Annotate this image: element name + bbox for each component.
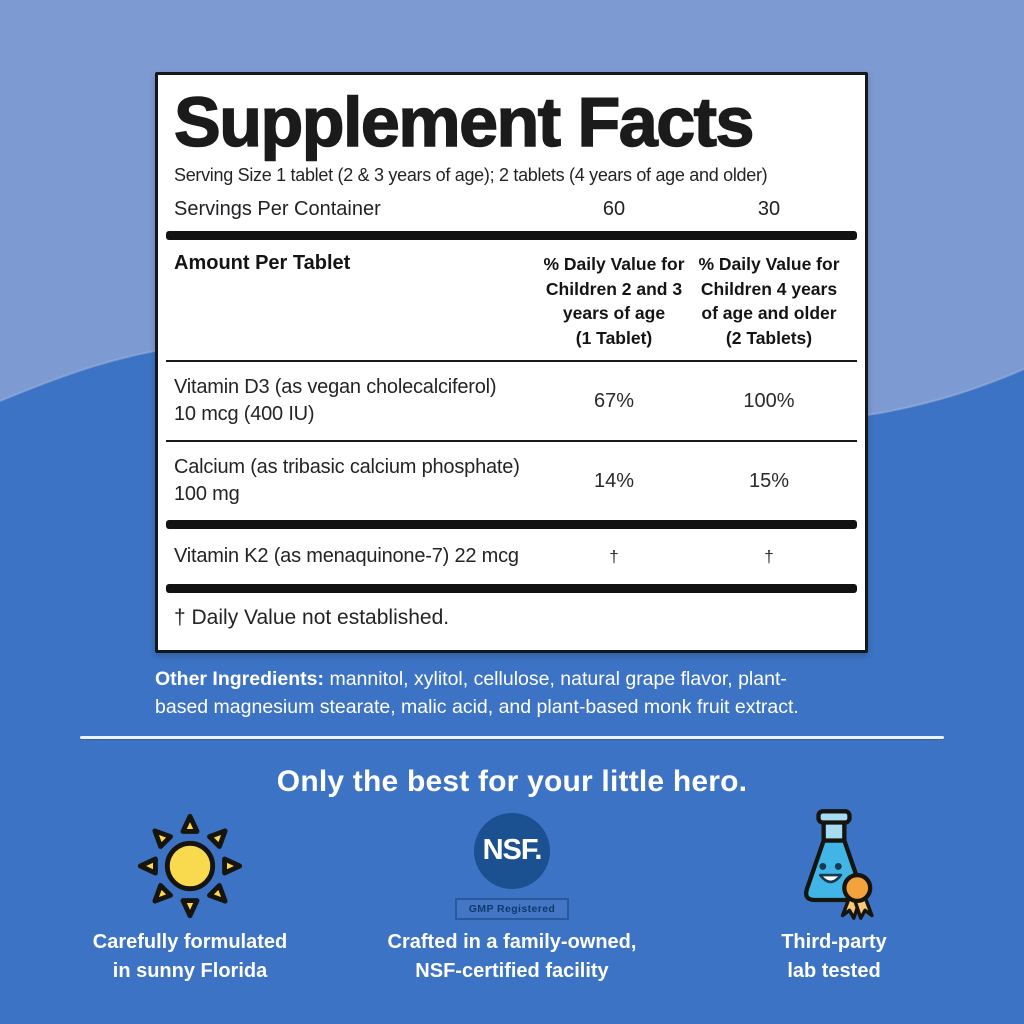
servings-label: Servings Per Container	[174, 198, 381, 220]
thick-divider-bar	[166, 520, 857, 529]
nutrient-name: Calcium (as tribasic calcium phosphate) …	[174, 454, 539, 508]
header-col2-line: % Daily Value for	[698, 254, 840, 274]
panel-title: Supplement Facts	[173, 83, 755, 161]
other-ingredients-label: Other Ingredients:	[155, 668, 325, 690]
feature-nsf-certified: NSF. GMP Registered Crafted in a family-…	[380, 806, 644, 986]
feature-sunny-florida: Carefully formulated in sunny Florida	[0, 806, 380, 986]
header-col1-line: Children 2 and 3	[545, 278, 683, 299]
nsf-logo-text: NSF.	[482, 834, 543, 866]
nsf-circle: NSF.	[473, 812, 550, 889]
lab-flask-icon	[778, 806, 890, 926]
section-divider-line	[80, 736, 944, 739]
nutrient-row-vitamin-d3: Vitamin D3 (as vegan cholecalciferol) 10…	[174, 362, 849, 440]
serving-size-text: Serving Size 1 tablet (2 & 3 years of ag…	[174, 165, 768, 185]
feature-caption: Third-party lab tested	[781, 928, 887, 986]
thin-rule	[166, 440, 857, 442]
nsf-seal-icon: NSF. GMP Registered	[454, 806, 570, 926]
caption-line: lab tested	[787, 960, 881, 982]
nutrient-amount-line: 10 mcg (400 IU)	[174, 403, 315, 425]
sun-icon	[136, 806, 244, 926]
daily-value-col2: 100%	[743, 389, 795, 412]
caption-line: Carefully formulated	[92, 931, 288, 953]
daily-value-footnote: † Daily Value not established.	[174, 606, 450, 629]
nutrient-amount-line: 100 mg	[174, 483, 240, 505]
nutrient-row-vitamin-k2: Vitamin K2 (as menaquinone-7) 22 mcg † †	[174, 529, 849, 584]
feature-row: Carefully formulated in sunny Florida NS…	[0, 806, 1024, 986]
header-col1-line: % Daily Value for	[543, 254, 685, 274]
daily-value-col2: 15%	[748, 469, 790, 492]
daily-value-header-col1: % Daily Value for Children 2 and 3 years…	[539, 252, 689, 350]
nutrient-name: Vitamin D3 (as vegan cholecalciferol) 10…	[174, 374, 539, 428]
tagline-heading: Only the best for your little hero.	[276, 765, 748, 798]
feature-caption: Carefully formulated in sunny Florida	[93, 928, 287, 986]
feature-caption: Crafted in a family-owned, NSF-certified…	[388, 928, 637, 986]
servings-per-container-row: Servings Per Container 60 30	[174, 194, 849, 231]
servings-value-col2: 30	[757, 198, 781, 220]
servings-value-col1: 60	[602, 198, 626, 220]
header-col2-line: (2 Tablets)	[725, 327, 813, 348]
header-col2-line: Children 4 years	[700, 278, 838, 299]
other-ingredients-text: Other Ingredients: mannitol, xylitol, ce…	[155, 665, 810, 721]
table-header-row: Amount Per Tablet % Daily Value for Chil…	[174, 240, 849, 360]
nutrient-name-line: Vitamin D3 (as vegan cholecalciferol)	[174, 376, 497, 398]
daily-value-col1: †	[609, 546, 619, 566]
feature-lab-tested: Third-party lab tested	[644, 806, 1024, 986]
thin-rule	[166, 360, 857, 362]
daily-value-col2: †	[764, 546, 774, 566]
nsf-seal: NSF. GMP Registered	[454, 812, 570, 920]
nutrient-row-calcium: Calcium (as tribasic calcium phosphate) …	[174, 442, 849, 520]
caption-line: NSF-certified facility	[415, 960, 609, 982]
thick-divider-bar	[166, 231, 857, 240]
caption-line: Third-party	[781, 931, 887, 953]
nutrient-name-line: Calcium (as tribasic calcium phosphate)	[174, 456, 520, 478]
daily-value-col1: 14%	[593, 469, 635, 492]
nutrient-name: Vitamin K2 (as menaquinone-7) 22 mcg	[174, 543, 539, 570]
header-col1-line: (1 Tablet)	[575, 327, 653, 348]
other-ingredients-list: mannitol, xylitol, cellulose, natural gr…	[155, 668, 799, 718]
supplement-facts-panel: Supplement Facts Serving Size 1 tablet (…	[155, 72, 868, 653]
gmp-registered-badge: GMP Registered	[454, 897, 570, 920]
caption-line: in sunny Florida	[112, 960, 268, 982]
header-col1-line: years of age	[562, 303, 666, 323]
nutrient-name-line: Vitamin K2 (as menaquinone-7) 22 mcg	[174, 545, 519, 567]
header-col2-line: of age and older	[701, 303, 837, 323]
daily-value-header-col2: % Daily Value for Children 4 years of ag…	[689, 252, 849, 350]
amount-per-tablet-header: Amount Per Tablet	[174, 252, 351, 274]
thick-divider-bar	[166, 584, 857, 593]
caption-line: Crafted in a family-owned,	[387, 931, 637, 953]
daily-value-col1: 67%	[593, 389, 635, 412]
